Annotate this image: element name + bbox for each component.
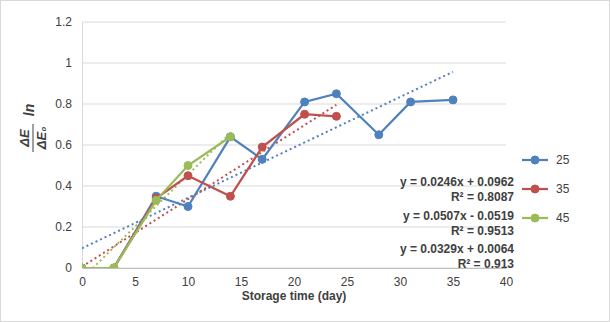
x-tick: 10 (182, 268, 196, 289)
data-point (226, 133, 234, 141)
data-point (258, 143, 266, 151)
x-tick-label: 0 (79, 275, 86, 289)
legend-marker (531, 214, 539, 222)
trendline (82, 133, 230, 268)
legend-label: 35 (556, 182, 570, 196)
legend-item: 25 (522, 153, 570, 167)
trendline (82, 72, 453, 248)
legend-marker (531, 156, 539, 164)
x-tick-label: 40 (500, 275, 514, 289)
x-tick: 30 (394, 268, 408, 289)
series (82, 133, 234, 268)
x-tick: 40 (500, 268, 514, 289)
x-tick-label: 35 (447, 275, 461, 289)
y-tick-label: 1.2 (55, 15, 72, 29)
y-tick-label: 0 (65, 261, 72, 275)
x-tick-label: 30 (394, 275, 408, 289)
series-line (82, 94, 453, 268)
x-tick: 5 (132, 268, 139, 289)
x-tick-label: 20 (288, 275, 302, 289)
data-point (152, 196, 160, 204)
annotation: R² = 0.8087 (451, 190, 514, 204)
x-tick: 0 (79, 268, 86, 289)
plot-area (82, 72, 457, 268)
y-tick: 0.4 (55, 179, 82, 193)
y-tick-label: 0.8 (55, 97, 72, 111)
annotation: R² = 0.9513 (451, 224, 514, 238)
y-axis-title: ln ΔEΔE₀ (17, 104, 49, 152)
y-tick: 0.8 (55, 97, 82, 111)
x-tick: 35 (447, 268, 461, 289)
data-point (82, 264, 86, 268)
y-tick: 1 (65, 56, 82, 70)
legend-marker (531, 185, 539, 193)
x-tick: 15 (235, 268, 249, 289)
y-axis-title-numerator: ΔE (17, 129, 32, 148)
data-point (407, 98, 415, 106)
y-axis-title-denominator: ΔE₀ (34, 127, 49, 151)
y-tick: 0.2 (55, 220, 82, 234)
annotations: y = 0.0246x + 0.0962R² = 0.8087 y = 0.050… (400, 175, 514, 271)
x-tick: 20 (288, 268, 302, 289)
legend-item: 35 (522, 182, 570, 196)
y-tick-label: 0.6 (55, 138, 72, 152)
grid-line (82, 22, 506, 23)
y-tick: 1.2 (55, 15, 82, 29)
y-tick-label: 0.4 (55, 179, 72, 193)
series-line (82, 114, 336, 268)
x-tick: 25 (341, 268, 355, 289)
legend-label: 45 (556, 211, 570, 225)
data-point (332, 112, 340, 120)
legend: 25 35 45 (522, 153, 570, 225)
x-axis: 0 5 10 15 20 25 30 35 40 (79, 268, 513, 289)
data-point (184, 172, 192, 180)
legend-item: 45 (522, 211, 570, 225)
annotation: y = 0.0246x + 0.0962 (400, 175, 514, 189)
data-point (375, 131, 383, 139)
data-point (301, 98, 309, 106)
grid (82, 22, 506, 268)
y-axis: 0 0.2 0.4 0.6 0.8 1 1.2 (55, 15, 82, 275)
data-point (184, 203, 192, 211)
data-point (110, 264, 118, 268)
data-point (184, 162, 192, 170)
annotation: R² = 0.913 (458, 257, 515, 271)
grid-line (82, 268, 506, 269)
y-axis-line (82, 23, 83, 269)
data-point (332, 90, 340, 98)
x-tick-label: 10 (182, 275, 196, 289)
data-point (82, 264, 86, 268)
data-point (226, 192, 234, 200)
annotation: y = 0.0507x - 0.0519 (403, 209, 514, 223)
data-point (110, 264, 118, 268)
chart: 0 5 10 15 20 25 30 35 40 0 0.2 0.4 0.6 0.8 1 1.2 Storage… (0, 0, 610, 322)
grid-line (82, 63, 506, 64)
chart-border (1, 1, 610, 322)
annotation: y = 0.0329x + 0.0064 (400, 242, 514, 256)
data-point (110, 264, 118, 268)
grid-line (82, 145, 506, 146)
x-tick-label: 25 (341, 275, 355, 289)
x-tick-label: 15 (235, 275, 249, 289)
x-tick-label: 5 (132, 275, 139, 289)
data-point (82, 264, 86, 268)
data-point (226, 133, 234, 141)
y-tick-label: 0.2 (55, 220, 72, 234)
series-line (82, 137, 230, 268)
legend-label: 25 (556, 153, 570, 167)
x-axis-title: Storage time (day) (242, 289, 347, 303)
y-tick-label: 1 (65, 56, 72, 70)
y-tick: 0 (65, 261, 82, 275)
data-point (449, 96, 457, 104)
x-axis-line (83, 268, 507, 269)
series (82, 110, 340, 268)
y-axis-title-prefix: ln (21, 104, 37, 116)
data-point (258, 155, 266, 163)
grid-line (82, 104, 506, 105)
y-tick: 0.6 (55, 138, 82, 152)
data-point (301, 110, 309, 118)
